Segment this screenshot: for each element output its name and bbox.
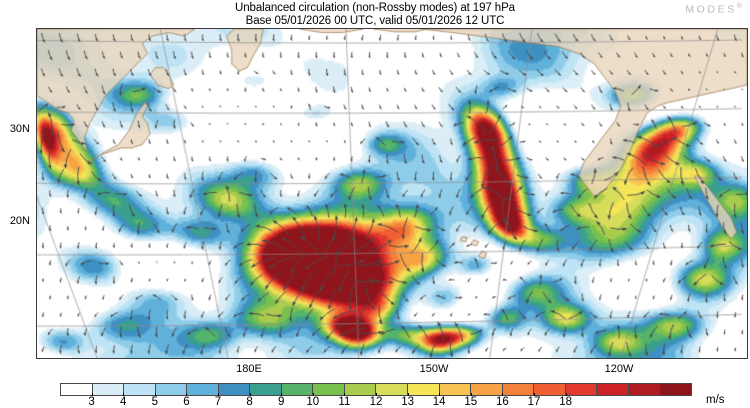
colorbar-swatch-12 (439, 384, 472, 395)
colorbar-tick-3: 3 (88, 396, 95, 408)
colorbar-swatch-3 (155, 384, 188, 395)
colorbar-swatch-11 (408, 384, 440, 395)
chart-title: Unbalanced circulation (non-Rossby modes… (235, 2, 515, 14)
colorbar-swatch-18 (628, 384, 661, 395)
colorbar-tickmark-12 (376, 393, 377, 396)
colorbar-tick-8: 8 (246, 396, 253, 408)
colorbar-tick-11: 11 (338, 396, 351, 408)
colorbar-swatch-8 (313, 384, 345, 395)
colorbar-swatch-19 (660, 384, 691, 395)
colorbar-tickmark-9 (281, 393, 283, 396)
y-axis-tick-30n: 30N (9, 123, 30, 135)
colorbar-tickmark-3 (91, 393, 93, 396)
colorbar-tickmark-18 (565, 393, 567, 396)
colorbar-swatch-16 (565, 384, 598, 395)
colorbar-swatch-5 (218, 384, 251, 395)
colorbar-tickmark-16 (502, 393, 504, 396)
colorbar-tickmark-15 (470, 393, 472, 396)
colorbar-swatch-7 (281, 384, 314, 395)
colorbar-swatch-1 (92, 384, 125, 395)
x-axis-tick-120w: 120W (604, 363, 634, 375)
colorbar-tick-5: 5 (151, 396, 158, 408)
colorbar-tickmark-6 (186, 393, 188, 396)
colorbar-unit-label: m/s (706, 394, 725, 406)
colorbar-tick-17: 17 (527, 396, 541, 408)
colorbar-swatch-4 (187, 384, 219, 395)
colorbar-swatch-2 (124, 384, 156, 395)
colorbar-tickmark-8 (249, 393, 251, 396)
colorbar-tickmark-10 (312, 393, 314, 396)
y-axis-tick-20n: 20N (9, 215, 30, 227)
map-plot-area (36, 28, 748, 359)
chart-title-block: Unbalanced circulation (non-Rossby modes… (0, 2, 750, 28)
colorbar-tick-6: 6 (183, 396, 190, 408)
colorbar-swatch-15 (534, 384, 566, 395)
unbalanced-circulation-field (37, 29, 747, 358)
colorbar-swatch-6 (250, 384, 282, 395)
colorbar-tick-4: 4 (119, 396, 127, 408)
colorbar-tick-7: 7 (214, 396, 222, 408)
x-axis-tick-150w: 150W (419, 363, 449, 375)
colorbar-swatch-10 (376, 384, 409, 395)
colorbar-tick-14: 14 (432, 396, 446, 408)
colorbar-tickmark-17 (534, 393, 535, 396)
watermark-text: MODES (685, 3, 737, 16)
modes-watermark: MODES® (685, 3, 742, 16)
colorbar-tickmark-5 (154, 393, 156, 396)
colorbar-swatch-9 (344, 384, 377, 395)
colorbar-tickmark-4 (123, 393, 125, 396)
colorbar-swatch-13 (471, 384, 503, 395)
colorbar-tickmark-13 (407, 393, 409, 396)
chart-subtitle: Base 05/01/2026 00 UTC, valid 05/01/2026… (245, 15, 505, 27)
colorbar-tickmark-11 (344, 393, 346, 396)
colorbar-swatch-0 (61, 384, 93, 395)
colorbar-tick-12: 12 (369, 396, 383, 408)
colorbar-tick-16: 16 (495, 396, 509, 408)
colorbar-tick-18: 18 (559, 396, 572, 408)
colorbar-swatch-14 (502, 384, 535, 395)
colorbar-tick-15: 15 (464, 396, 478, 408)
colorbar-tickmark-7 (218, 393, 219, 396)
colorbar-swatch-17 (597, 384, 629, 395)
x-axis-tick-180e: 180E (236, 363, 262, 375)
colorbar-tickmark-14 (439, 393, 441, 396)
colorbar-tick-10: 10 (306, 396, 320, 408)
colorbar-ticks: 3 4 5 6 7 8 9 10 11 12 13 14 15 16 17 18 (0, 393, 750, 408)
colorbar-tick-13: 13 (401, 396, 414, 408)
watermark-registered-mark: ® (736, 3, 742, 10)
colorbar-tick-9: 9 (277, 396, 285, 408)
